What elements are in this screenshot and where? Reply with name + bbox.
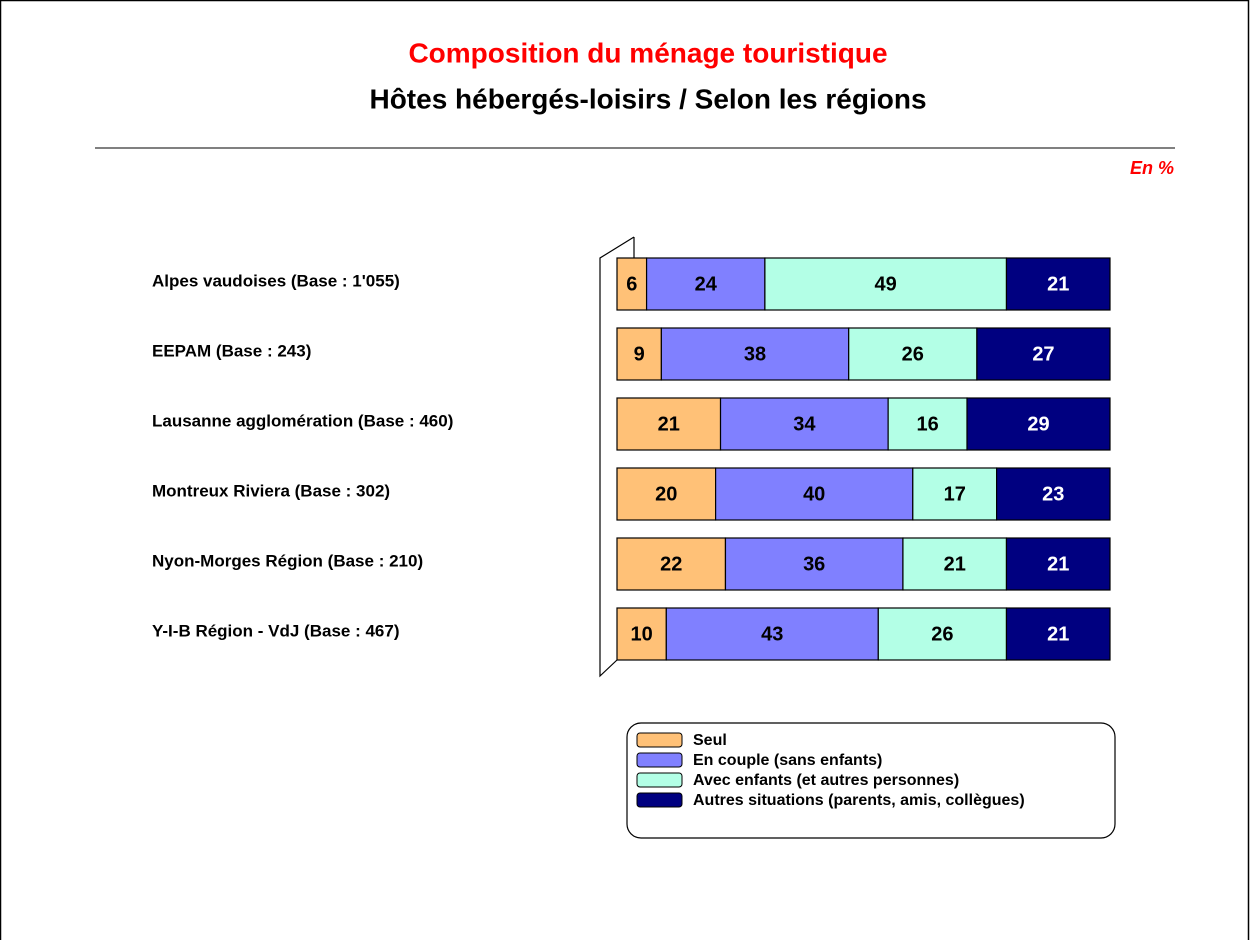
data-label: 21 bbox=[1047, 623, 1069, 645]
data-label: 24 bbox=[695, 273, 718, 295]
legend-swatch bbox=[636, 752, 683, 768]
bar-segment bbox=[912, 467, 998, 521]
data-label: 16 bbox=[916, 413, 938, 435]
data-label: 29 bbox=[1027, 413, 1049, 435]
bar-segment bbox=[764, 257, 1008, 311]
data-label: 40 bbox=[803, 483, 825, 505]
legend-label: Autres situations (parents, amis, collèg… bbox=[693, 792, 1025, 809]
bar-segment bbox=[1005, 537, 1111, 591]
data-label: 21 bbox=[658, 413, 680, 435]
data-label: 26 bbox=[902, 343, 924, 365]
category-label: Alpes vaudoises (Base : 1'055) bbox=[152, 271, 400, 290]
bar-segment bbox=[616, 537, 727, 591]
chart-title: Composition du ménage touristique bbox=[408, 37, 887, 68]
category-label: Nyon-Morges Région (Base : 210) bbox=[152, 551, 423, 570]
data-label: 38 bbox=[744, 343, 766, 365]
data-label: 43 bbox=[761, 623, 783, 645]
chart-subtitle: Hôtes hébergés-loisirs / Selon les régio… bbox=[369, 83, 926, 114]
legend-swatch bbox=[636, 772, 683, 788]
bar-segment bbox=[1005, 257, 1111, 311]
data-label: 26 bbox=[931, 623, 953, 645]
bar-segment bbox=[616, 397, 722, 451]
data-label: 49 bbox=[875, 273, 897, 295]
data-label: 21 bbox=[1047, 273, 1069, 295]
category-label: Montreux Riviera (Base : 302) bbox=[152, 481, 390, 500]
bar-segment bbox=[877, 607, 1008, 661]
bar-segment bbox=[1005, 607, 1111, 661]
bar-segment bbox=[887, 397, 968, 451]
data-label: 34 bbox=[793, 413, 816, 435]
category-label: Y-I-B Région - VdJ (Base : 467) bbox=[152, 621, 400, 640]
data-label: 20 bbox=[655, 483, 677, 505]
data-label: 10 bbox=[631, 623, 653, 645]
bar-segment bbox=[616, 607, 667, 661]
data-label: 22 bbox=[660, 553, 682, 575]
bar-segment bbox=[976, 327, 1111, 381]
legend bbox=[626, 722, 1116, 839]
data-label: 6 bbox=[626, 273, 637, 295]
category-label: EEPAM (Base : 243) bbox=[152, 341, 311, 360]
bar-segment bbox=[645, 257, 766, 311]
axis-wall bbox=[599, 236, 635, 678]
bar-segment bbox=[902, 537, 1008, 591]
bar-segment bbox=[616, 257, 648, 311]
legend-label: En couple (sans enfants) bbox=[693, 752, 882, 769]
data-label: 27 bbox=[1032, 343, 1054, 365]
category-label: Lausanne agglomération (Base : 460) bbox=[152, 411, 453, 430]
bar-segment bbox=[660, 327, 850, 381]
data-label: 36 bbox=[803, 553, 825, 575]
bar-segment bbox=[996, 467, 1111, 521]
data-label: 21 bbox=[1047, 553, 1069, 575]
bar-segment bbox=[966, 397, 1111, 451]
bar-segment bbox=[616, 467, 717, 521]
data-label: 9 bbox=[634, 343, 645, 365]
bar-segment bbox=[616, 327, 662, 381]
bar-segment bbox=[665, 607, 879, 661]
bar-segment bbox=[714, 467, 914, 521]
data-label: 23 bbox=[1042, 483, 1064, 505]
data-label: 17 bbox=[944, 483, 966, 505]
legend-swatch bbox=[636, 792, 683, 808]
legend-label: Seul bbox=[693, 732, 727, 749]
legend-label: Avec enfants (et autres personnes) bbox=[693, 772, 959, 789]
annotation: En % bbox=[1130, 158, 1174, 178]
data-label: 21 bbox=[944, 553, 966, 575]
legend-swatch bbox=[636, 732, 683, 748]
